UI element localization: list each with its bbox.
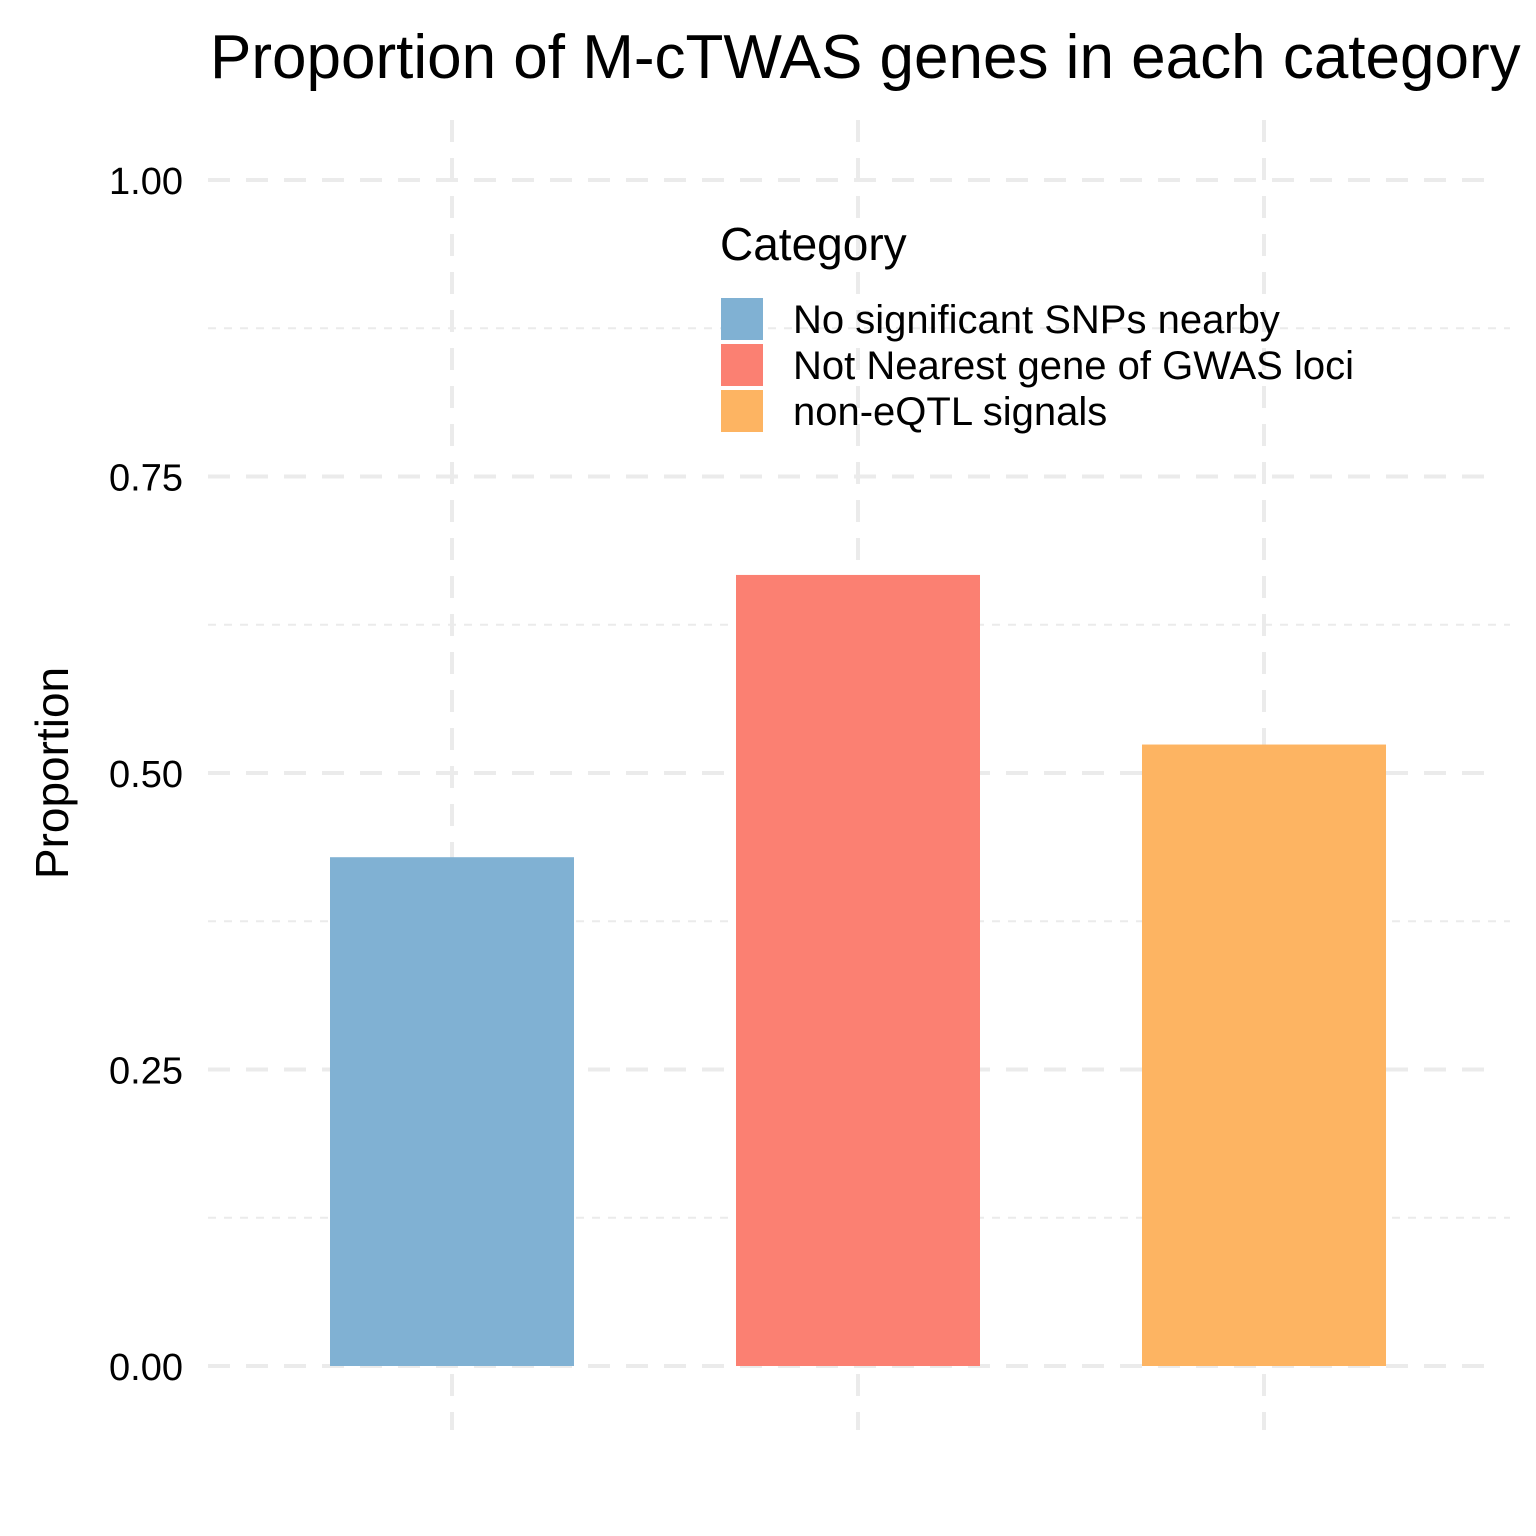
y-tick-label: 0.75 bbox=[109, 458, 183, 500]
bar-2 bbox=[736, 574, 980, 1366]
bar-1 bbox=[330, 857, 574, 1366]
y-tick-label: 1.00 bbox=[109, 161, 183, 203]
y-tick-labels: 0.00 0.25 0.50 0.75 1.00 bbox=[109, 161, 183, 1389]
y-axis-label: Proportion bbox=[26, 667, 78, 879]
y-tick-label: 0.00 bbox=[109, 1347, 183, 1389]
bars bbox=[330, 574, 1386, 1366]
chart-title: Proportion of M-cTWAS genes in each cate… bbox=[210, 23, 1521, 92]
bar-3 bbox=[1142, 744, 1386, 1366]
legend-swatch bbox=[721, 298, 763, 340]
legend-label: Not Nearest gene of GWAS loci bbox=[793, 344, 1354, 388]
y-tick-label: 0.25 bbox=[109, 1051, 183, 1093]
y-tick-label: 0.50 bbox=[109, 754, 183, 796]
legend-label: No significant SNPs nearby bbox=[793, 298, 1280, 342]
legend-swatch bbox=[721, 344, 763, 386]
legend-title: Category bbox=[720, 218, 907, 270]
legend-swatch bbox=[721, 390, 763, 432]
legend-label: non-eQTL signals bbox=[793, 390, 1107, 434]
